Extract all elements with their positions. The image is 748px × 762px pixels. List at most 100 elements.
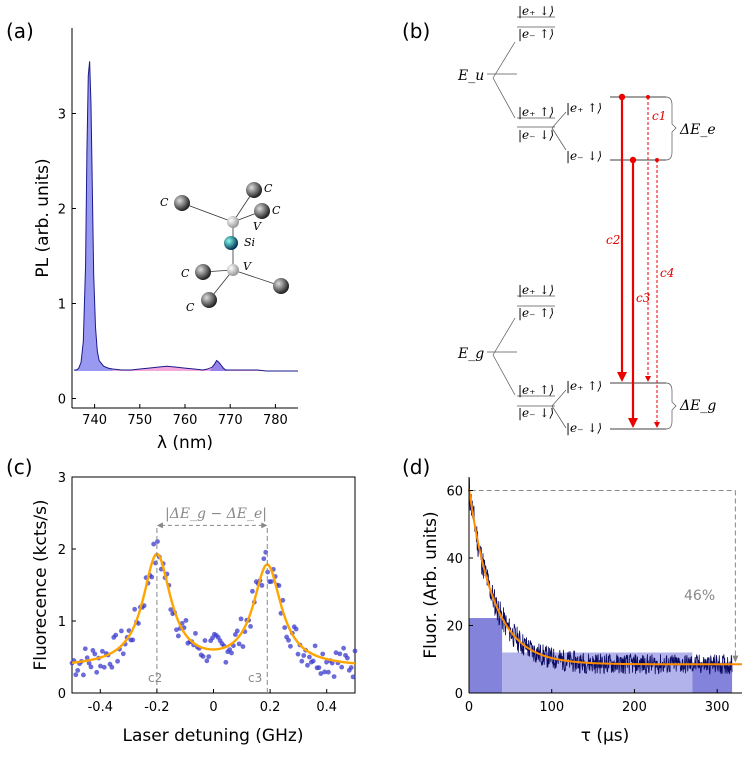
- svg-text:|e₊ ↑⟩: |e₊ ↑⟩: [566, 379, 602, 393]
- chart-c-ylabel: Fluorecence (kcts/s): [31, 499, 51, 670]
- chart-c-point: [113, 632, 119, 638]
- chart-c-point: [118, 628, 124, 634]
- chart-d-data-line: [468, 478, 733, 675]
- svg-text:|e₊ ↑⟩: |e₊ ↑⟩: [566, 101, 602, 115]
- chart-c-ytick-label: 2: [58, 543, 66, 558]
- chart-a-xtick-label: 780: [263, 413, 288, 428]
- chart-c-point: [174, 627, 179, 633]
- chart-c-point: [73, 672, 79, 678]
- chart-d-annotation: 46%: [684, 588, 715, 604]
- chart-c-point: [339, 664, 345, 670]
- chart-c-fit-line: [71, 552, 356, 665]
- chart-c-point: [206, 654, 212, 660]
- chart-c-point: [183, 618, 189, 623]
- chart-c-point: [234, 628, 240, 634]
- chart-c-point: [329, 660, 335, 666]
- carbon-label: C: [272, 204, 281, 217]
- chart-c-point: [240, 644, 246, 649]
- chart-c-point: [301, 653, 307, 658]
- carbon-label: C: [186, 301, 195, 314]
- Eu-label: E_u: [457, 68, 484, 84]
- delta-Ee-label: ΔE_e: [679, 122, 716, 138]
- chart-c-point: [307, 654, 312, 660]
- chart-c-point: [288, 643, 293, 649]
- chart-d-region: [469, 618, 503, 693]
- chart-c-point: [149, 574, 155, 580]
- chart-c-point: [276, 583, 282, 588]
- chart-c-xtick-label: 0: [209, 700, 217, 715]
- chart-c-xlabel: Laser detuning (GHz): [123, 726, 304, 746]
- chart-d-ytick-label: 20: [446, 620, 463, 635]
- chart-c-point: [86, 660, 92, 666]
- level-labels: |e₊ ↓⟩ |e₋ ↑⟩ |e₊ ↑⟩ |e₋ ↓⟩ |e₊ ↑⟩ |e₋ ↓…: [518, 4, 602, 435]
- chart-c-point: [236, 641, 242, 647]
- chart-c-point: [75, 667, 81, 673]
- chart-c-point: [88, 664, 94, 670]
- vacancy-atom: [227, 264, 239, 276]
- chart-c-point: [84, 655, 90, 661]
- carbon-label: C: [181, 267, 190, 280]
- chart-c-point: [312, 643, 318, 649]
- chart-c-point: [232, 632, 238, 637]
- chart-c-point: [345, 655, 350, 661]
- transition-arrows: [617, 93, 660, 428]
- svg-text:|e₊ ↑⟩: |e₊ ↑⟩: [518, 383, 554, 397]
- chart-c-point: [333, 650, 339, 656]
- chart-d-xlabel: τ (μs): [581, 726, 630, 746]
- chart-c-xtick-label: 0.4: [316, 700, 337, 715]
- chart-c-point: [293, 626, 299, 632]
- c1-label: c1: [652, 109, 666, 123]
- chart-c-point: [305, 662, 310, 668]
- chart-c-point: [352, 648, 358, 654]
- chart-a-xtick-label: 760: [173, 413, 198, 428]
- chart-c-point: [90, 648, 96, 653]
- svg-text:|e₋ ↑⟩: |e₋ ↑⟩: [518, 306, 554, 320]
- chart-c-point: [82, 646, 88, 652]
- chart-c-point: [202, 638, 208, 643]
- chart-d-xtick-label: 100: [539, 700, 564, 715]
- chart-c-point: [210, 635, 215, 641]
- chart-c-point: [316, 665, 322, 671]
- chart-c-point: [98, 663, 103, 669]
- svg-text:|e₋ ↓⟩: |e₋ ↓⟩: [518, 128, 554, 142]
- chart-c-point: [248, 624, 253, 629]
- carbon-atom: [201, 292, 217, 308]
- chart-c-xtick-label: 0.2: [260, 700, 281, 715]
- chart-c-xtick-label: -0.2: [144, 700, 169, 715]
- chart-c-point: [204, 658, 210, 664]
- chart-c-point: [337, 651, 343, 657]
- divacancy-molecule-inset: C C C C C V V Si: [160, 182, 289, 314]
- chart-a-xtick-label: 750: [127, 413, 152, 428]
- chart-d-ylabel: Fluor. (Arb. units): [421, 511, 441, 658]
- chart-a-ytick-label: 1: [58, 298, 66, 313]
- chart-a-xlabel: λ (nm): [157, 433, 213, 453]
- chart-c-point: [310, 658, 316, 664]
- chart-d-xtick-label: 300: [705, 700, 730, 715]
- chart-d-arrowhead: [732, 655, 739, 663]
- chart-c-ytick-label: 3: [58, 471, 66, 486]
- chart-c-point: [350, 674, 356, 680]
- chart-d-ytick-label: 60: [446, 485, 463, 500]
- chart-c-point: [130, 637, 136, 643]
- c2-label: c2: [606, 233, 620, 247]
- chart-c-point: [92, 651, 98, 657]
- chart-c-point: [109, 664, 115, 670]
- carbon-atom: [246, 182, 262, 198]
- svg-text:|e₊ ↓⟩: |e₊ ↓⟩: [518, 4, 554, 18]
- panel-label-c: (c): [6, 455, 33, 479]
- chart-c-point: [132, 606, 138, 612]
- energy-level-diagram: |e₊ ↓⟩ |e₋ ↑⟩ |e₊ ↑⟩ |e₋ ↓⟩ |e₊ ↑⟩ |e₋ ↓…: [457, 4, 716, 435]
- chart-c-point: [341, 645, 347, 651]
- chart-a-ytick-label: 0: [58, 393, 66, 408]
- svg-text:|e₊ ↓⟩: |e₊ ↓⟩: [518, 283, 554, 297]
- panel-label-b: (b): [402, 19, 430, 43]
- chart-c-point: [101, 664, 107, 670]
- chart-c-point: [94, 669, 100, 675]
- chart-a-ytick-label: 3: [58, 108, 66, 123]
- chart-c-point: [280, 597, 286, 603]
- chart-d-xtick-label: 200: [622, 700, 647, 715]
- svg-text:|e₋ ↓⟩: |e₋ ↓⟩: [566, 149, 602, 163]
- delta-Eg-label: ΔE_g: [679, 398, 716, 414]
- chart-c-point: [120, 651, 126, 657]
- chart-c-point: [200, 654, 206, 659]
